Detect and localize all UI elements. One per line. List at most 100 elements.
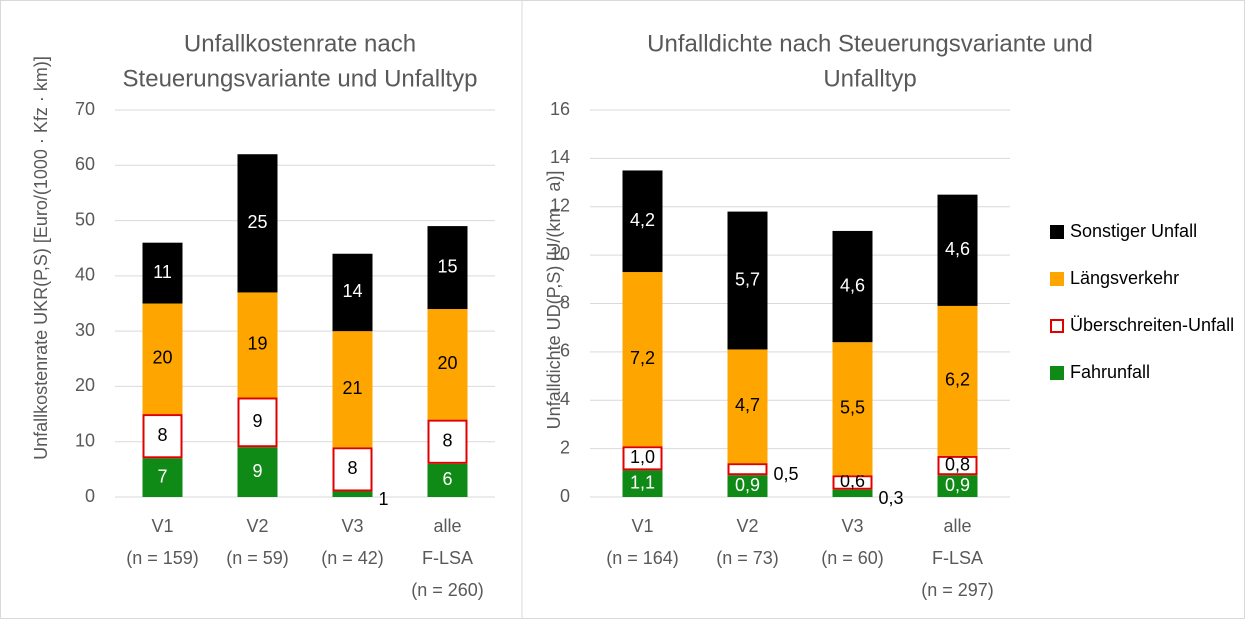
bar-segment <box>142 242 183 304</box>
data-label: 4,6 <box>945 239 970 259</box>
y-tick-label: 12 <box>550 196 570 216</box>
x-tick-label: F-LSA <box>422 548 473 568</box>
y-tick-label: 40 <box>75 265 95 285</box>
legend-label: Längsverkehr <box>1070 268 1179 288</box>
bar-segment <box>142 458 183 497</box>
data-label: 19 <box>247 334 267 354</box>
y-tick-label: 6 <box>560 341 570 361</box>
y-tick-label: 50 <box>75 209 95 229</box>
legend-label: Fahrunfall <box>1070 362 1150 382</box>
x-tick-label: (n = 73) <box>716 548 779 568</box>
bar-segment <box>142 414 183 459</box>
data-label: 8 <box>347 458 357 478</box>
x-tick-label: alle <box>433 516 461 536</box>
x-tick-label: (n = 42) <box>321 548 384 568</box>
y-tick-label: 2 <box>560 437 570 457</box>
bar-segment <box>237 154 278 293</box>
y-tick-label: 4 <box>560 389 570 409</box>
legend-swatch <box>1050 225 1064 239</box>
legend-swatch <box>1050 366 1064 380</box>
bar-segment <box>622 446 663 471</box>
data-label: 14 <box>342 281 362 301</box>
data-label: 15 <box>437 256 457 276</box>
legend-label: Überschreiten-Unfall <box>1070 315 1234 335</box>
y-tick-label: 70 <box>75 99 95 119</box>
bar-segment <box>332 491 373 497</box>
x-tick-label: V1 <box>151 516 173 536</box>
data-label: 4,6 <box>840 275 865 295</box>
bar-segment <box>937 305 978 456</box>
x-tick-label: (n = 297) <box>921 580 994 600</box>
data-label: 0,5 <box>774 464 799 484</box>
bar-segment <box>832 230 873 343</box>
y-tick-label: 20 <box>75 375 95 395</box>
y-tick-label: 0 <box>560 486 570 506</box>
bar-segment <box>727 463 768 476</box>
bar-segment <box>427 419 468 464</box>
bar-segment <box>142 303 183 415</box>
x-tick-label: V2 <box>246 516 268 536</box>
data-label: 1,0 <box>630 447 655 467</box>
chart-title: Unfallkostenrate nach <box>184 30 416 57</box>
x-tick-label: V2 <box>736 516 758 536</box>
bar-segment <box>727 475 768 497</box>
data-label: 25 <box>247 212 267 232</box>
data-label: 6 <box>442 469 452 489</box>
bar-segment <box>332 253 373 332</box>
x-tick-label: (n = 60) <box>821 548 884 568</box>
data-label: 11 <box>153 262 172 282</box>
bar-segment <box>727 211 768 350</box>
data-label: 1 <box>379 489 389 509</box>
x-tick-label: F-LSA <box>932 548 983 568</box>
legend-label: Sonstiger Unfall <box>1070 221 1197 241</box>
y-tick-label: 0 <box>85 486 95 506</box>
bar-segment <box>937 455 978 476</box>
bar-segment <box>237 397 278 448</box>
data-label: 0,8 <box>945 454 970 474</box>
legend-swatch <box>1050 272 1064 286</box>
chart-title: Unfalldichte nach Steuerungsvariante und <box>647 30 1093 57</box>
x-tick-label: (n = 164) <box>606 548 679 568</box>
bar-segment <box>332 331 373 448</box>
data-label: 0,3 <box>879 488 904 508</box>
data-label: 5,5 <box>840 397 865 417</box>
y-tick-label: 10 <box>550 244 570 264</box>
data-label: 20 <box>437 353 457 373</box>
bar-segment <box>427 226 468 310</box>
data-label: 0,9 <box>945 475 970 495</box>
bar-segment <box>622 272 663 447</box>
data-label: 6,2 <box>945 370 970 390</box>
bar-segment <box>727 349 768 464</box>
y-tick-label: 14 <box>550 147 570 167</box>
y-tick-label: 60 <box>75 154 95 174</box>
bar-segment <box>622 470 663 497</box>
y-axis-label: Unfallkostenrate UKR(P,S) [Euro/(1000 · … <box>31 56 51 460</box>
y-axis-label: Unfalldichte UD(P,S) [U/(km · a)] <box>544 171 564 430</box>
y-tick-label: 8 <box>560 292 570 312</box>
x-tick-label: alle <box>943 516 971 536</box>
data-label: 4,7 <box>735 395 760 415</box>
data-label: 0,6 <box>840 471 865 491</box>
data-label: 7 <box>157 466 167 486</box>
x-tick-label: V1 <box>631 516 653 536</box>
bar-segment <box>237 292 278 398</box>
chart-title: Steuerungsvariante und Unfalltyp <box>123 65 478 92</box>
bar-segment <box>832 342 873 476</box>
bar-segment <box>937 475 978 497</box>
y-tick-label: 30 <box>75 320 95 340</box>
data-label: 7,2 <box>630 348 655 368</box>
y-tick-label: 16 <box>550 99 570 119</box>
data-label: 21 <box>342 378 362 398</box>
data-label: 9 <box>252 461 262 481</box>
x-tick-label: (n = 159) <box>126 548 199 568</box>
data-label: 8 <box>442 430 452 450</box>
bar-segment <box>332 447 373 492</box>
x-tick-label: V3 <box>341 516 363 536</box>
bar-segment <box>427 309 468 420</box>
data-label: 0,9 <box>735 475 760 495</box>
data-label: 20 <box>152 348 172 368</box>
data-label: 4,2 <box>630 210 655 230</box>
x-tick-label: (n = 260) <box>411 580 484 600</box>
